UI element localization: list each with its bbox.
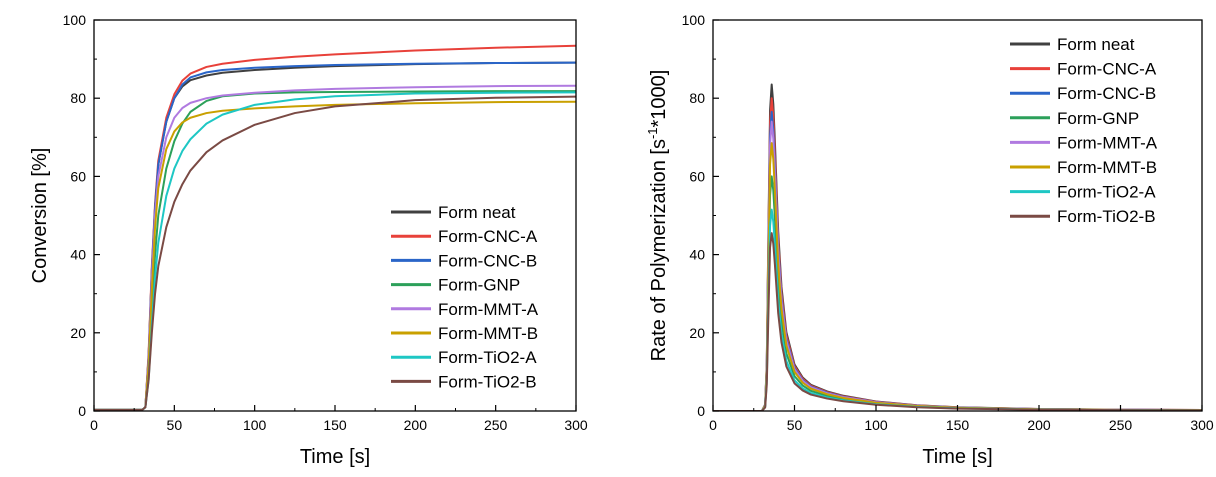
series-line — [713, 208, 1202, 411]
legend-label: Form neat — [438, 203, 516, 222]
legend-label: Form-GNP — [1057, 109, 1139, 128]
legend-label: Form-TiO2-B — [1057, 207, 1156, 226]
legend-label: Form-CNC-B — [1057, 84, 1156, 103]
legend: Form neat Form-CNC-A Form-CNC-B Form-GNP For… — [1010, 35, 1158, 226]
series-lines — [713, 83, 1202, 411]
y-tick-label: 0 — [697, 403, 705, 419]
x-tick-label: 50 — [167, 417, 183, 433]
x-tick-label: 250 — [1109, 417, 1133, 433]
x-tick-label: 0 — [90, 417, 98, 433]
y-tick-label: 20 — [689, 325, 705, 341]
x-tick-label: 300 — [1190, 417, 1214, 433]
legend-label: Form-TiO2-A — [438, 348, 537, 367]
y-tick-label: 60 — [70, 168, 86, 184]
y-tick-label: 100 — [63, 12, 87, 28]
legend-label: Form neat — [1057, 35, 1135, 54]
legend: Form neat Form-CNC-A Form-CNC-B Form-GNP For… — [391, 203, 539, 391]
y-tick-label: 80 — [689, 90, 705, 106]
y-axis-title: Rate of Polymerization [s-1*1000] — [645, 70, 670, 362]
y-tick-label: 60 — [689, 168, 705, 184]
legend-label: Form-TiO2-B — [438, 372, 537, 391]
y-axis-title: Conversion [%] — [29, 148, 51, 284]
legend-label: Form-CNC-A — [438, 227, 538, 246]
legend-label: Form-TiO2-A — [1057, 183, 1156, 202]
series-line — [94, 95, 576, 411]
x-tick-label: 0 — [709, 417, 717, 433]
series-line — [713, 232, 1202, 411]
legend-label: Form-GNP — [438, 276, 520, 295]
rate-chart: 0 50 100 150 200 250 300 0 20 40 60 80 100 Time [s] Ra… — [645, 12, 1214, 468]
legend-label: Form-MMT-A — [1057, 133, 1158, 152]
y-tick-label: 40 — [689, 247, 705, 263]
x-tick-label: 250 — [484, 417, 508, 433]
legend-label: Form-CNC-B — [438, 251, 537, 270]
legend-label: Form-MMT-A — [438, 300, 539, 319]
legend-label: Form-CNC-A — [1057, 60, 1157, 79]
x-axis-title: Time [s] — [300, 446, 370, 468]
x-tick-label: 150 — [323, 417, 347, 433]
x-tick-label: 300 — [564, 417, 588, 433]
conversion-chart: 0 50 100 150 200 250 300 0 20 40 60 80 100 Time [s] Co… — [29, 12, 588, 468]
y-tick-label: 100 — [682, 12, 706, 28]
x-tick-label: 150 — [946, 417, 970, 433]
series-lines — [94, 44, 576, 411]
y-tick-label: 80 — [70, 90, 86, 106]
x-tick-label: 200 — [404, 417, 428, 433]
y-tick-label: 0 — [78, 403, 86, 419]
y-tick-label: 40 — [70, 247, 86, 263]
x-tick-label: 50 — [787, 417, 803, 433]
x-tick-label: 100 — [864, 417, 888, 433]
legend-label: Form-MMT-B — [1057, 158, 1157, 177]
legend-label: Form-MMT-B — [438, 324, 538, 343]
y-tick-label: 20 — [70, 325, 86, 341]
x-axis-title: Time [s] — [922, 446, 992, 468]
x-tick-label: 100 — [243, 417, 267, 433]
x-tick-label: 200 — [1027, 417, 1051, 433]
